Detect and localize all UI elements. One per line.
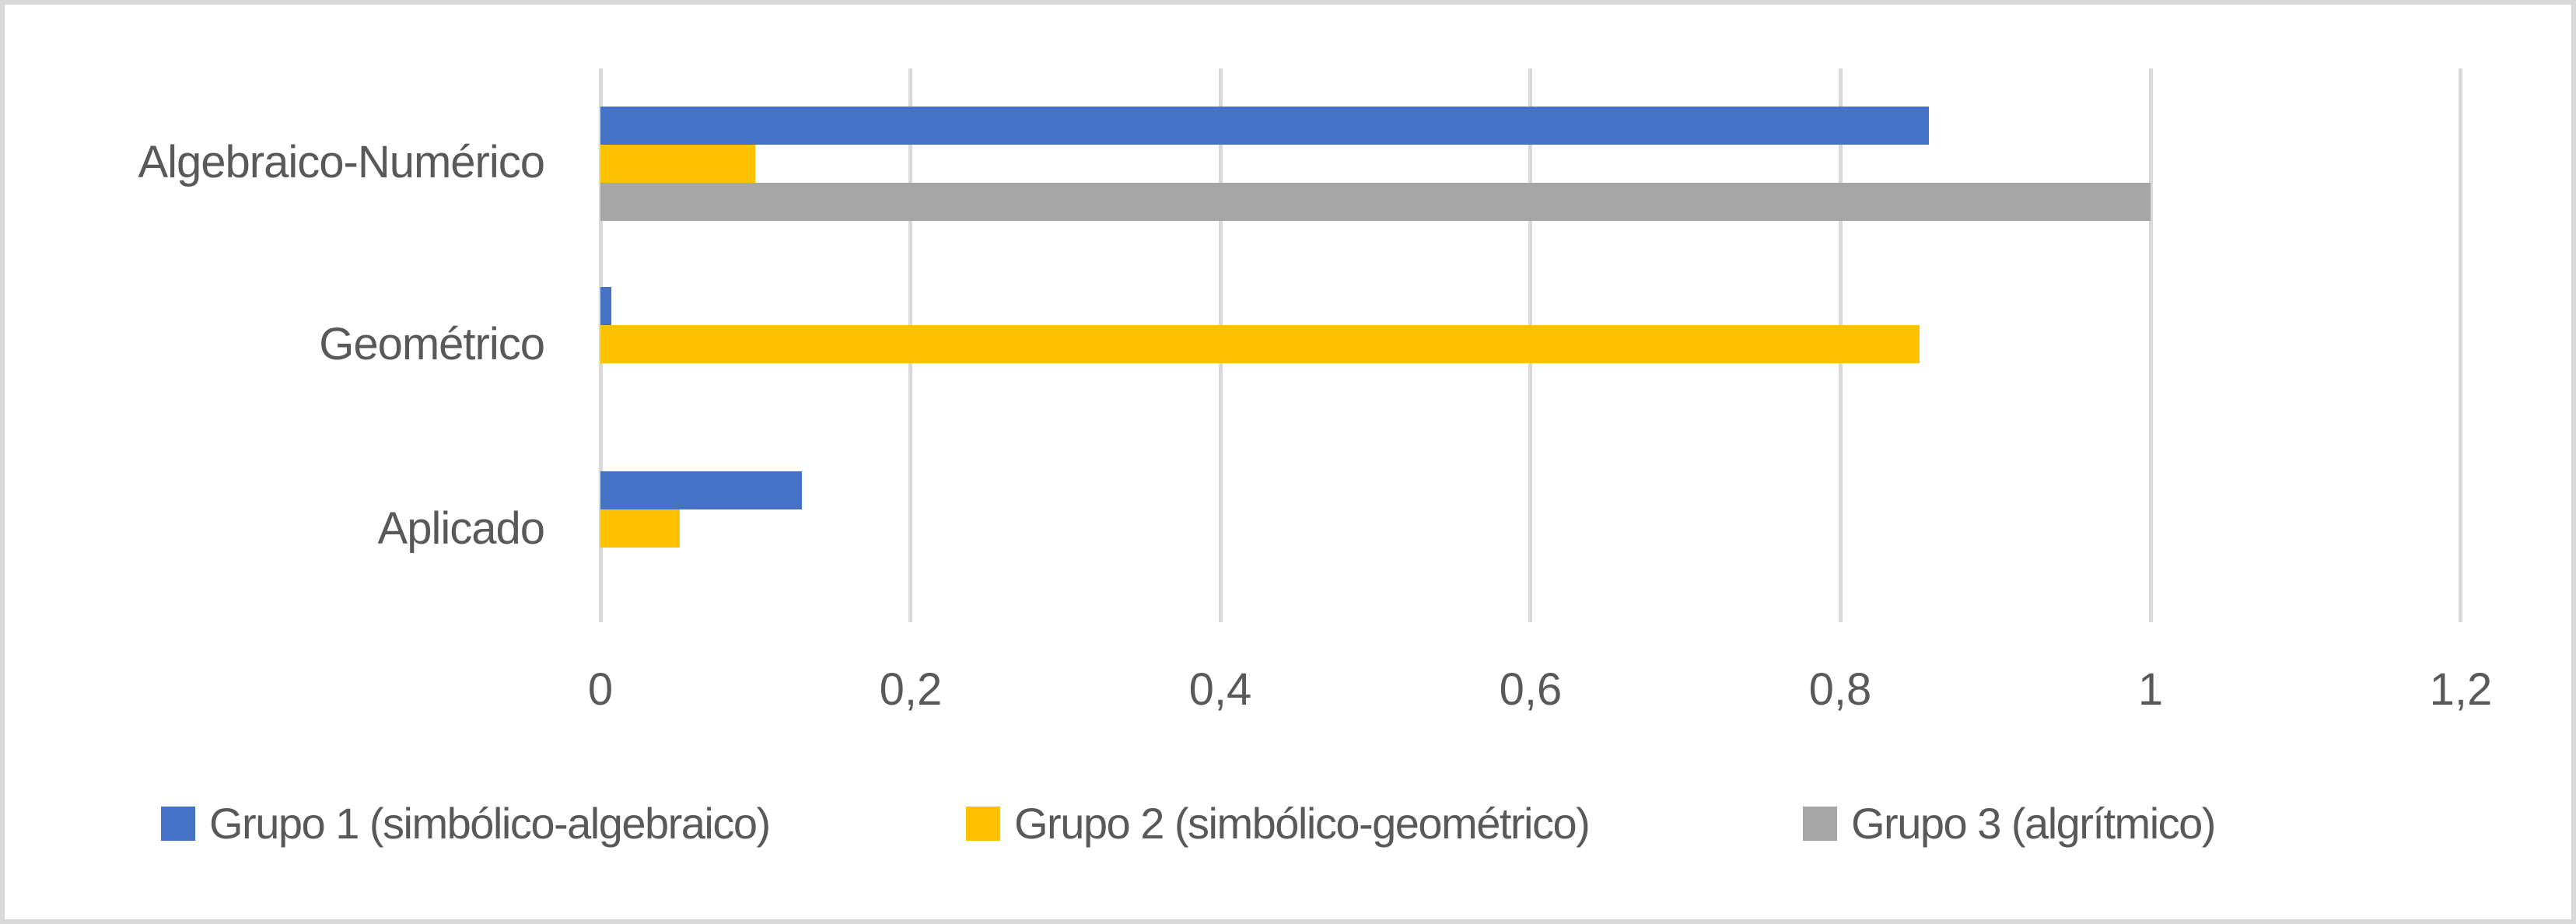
legend-swatch-gray-icon: [1803, 807, 1837, 841]
gridline: [2459, 68, 2463, 622]
legend-swatch-blue-icon: [161, 807, 195, 841]
category-label-geometrico: Geométrico: [319, 319, 545, 369]
x-tick-label: 0,2: [879, 664, 943, 715]
bar-series-2-category-1[interactable]: [600, 145, 756, 183]
bar-series-2-category-2[interactable]: [600, 325, 1920, 363]
x-tick-label: 1: [2137, 664, 2164, 715]
legend-item-grupo-2[interactable]: Grupo 2 (simbólico-geométrico): [966, 796, 1591, 851]
legend-swatch-yellow-icon: [966, 807, 1000, 841]
legend-label: Grupo 1 (simbólico-algebraico): [209, 799, 771, 848]
x-tick-label: 0,6: [1499, 664, 1563, 715]
legend-label: Grupo 3 (algrítmico): [1851, 799, 2216, 848]
legend: Grupo 1 (simbólico-algebraico) Grupo 2 (…: [0, 796, 2576, 851]
x-tick-label: 0: [587, 664, 614, 715]
legend-item-grupo-1[interactable]: Grupo 1 (simbólico-algebraico): [161, 796, 771, 851]
bar-series-1-category-2[interactable]: [600, 287, 611, 325]
x-tick-label: 0,8: [1808, 664, 1872, 715]
x-tick-label: 1,2: [2429, 664, 2493, 715]
category-label-aplicado: Aplicado: [377, 503, 545, 554]
bar-series-1-category-3[interactable]: [600, 471, 803, 509]
bar-series-2-category-3[interactable]: [600, 509, 680, 548]
bar-series-1-category-1[interactable]: [600, 107, 1929, 145]
gridline: [2148, 68, 2153, 622]
legend-item-grupo-3[interactable]: Grupo 3 (algrítmico): [1803, 796, 2216, 851]
category-label-algebraico-numerico: Algebraico-Numérico: [138, 137, 545, 187]
bar-series-3-category-1[interactable]: [600, 183, 2151, 221]
x-tick-label: 0,4: [1188, 664, 1252, 715]
legend-label: Grupo 2 (simbólico-geométrico): [1014, 799, 1591, 848]
